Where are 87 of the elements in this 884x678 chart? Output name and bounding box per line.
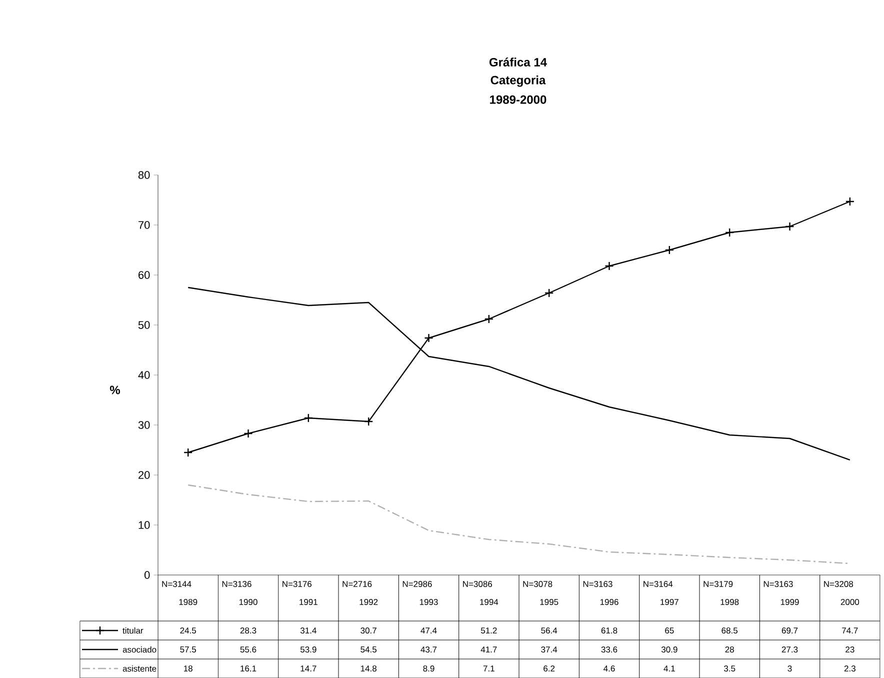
data-label: 2.3 xyxy=(844,665,856,672)
text: N=3144 xyxy=(162,580,192,587)
chart-title: Gráfica 14 xyxy=(489,57,547,66)
legend-label: titular xyxy=(122,627,144,634)
data-label: 14.8 xyxy=(360,665,376,672)
text: N=3164 xyxy=(644,580,673,587)
data-label: 3.5 xyxy=(724,665,736,672)
y-tick-label: 10 xyxy=(138,520,150,529)
point xyxy=(845,196,855,206)
point xyxy=(424,333,434,342)
data-label: 24.5 xyxy=(180,627,196,634)
data-label: 7.1 xyxy=(483,665,494,672)
text: N=3086 xyxy=(463,580,492,587)
data-label: 18 xyxy=(184,665,192,672)
x-tick-label: 1992 xyxy=(360,598,378,605)
data-label: 51.2 xyxy=(480,627,497,634)
point xyxy=(544,288,554,298)
point xyxy=(604,261,614,270)
x-tick-label: 1998 xyxy=(720,598,739,605)
data-label: 74.7 xyxy=(842,627,858,634)
x-tick-label: 2000 xyxy=(840,598,860,605)
chart-subtitle: Categoria 1989-2000 xyxy=(490,75,546,104)
x-tick-label: 1999 xyxy=(780,598,799,605)
x-tick-label: 1995 xyxy=(540,598,558,605)
text: N=3208 xyxy=(824,580,854,587)
y-tick-label: 0 xyxy=(144,570,150,579)
data-label: 43.7 xyxy=(420,646,437,652)
y-tick-label: 20 xyxy=(138,470,150,479)
y-axis-title: % xyxy=(110,386,120,394)
data-label: 47.4 xyxy=(420,627,437,634)
data-label: 61.8 xyxy=(601,627,618,634)
y-tick-label: 30 xyxy=(138,420,150,429)
x-tick-label: 1996 xyxy=(600,598,618,605)
y-tick-label: 70 xyxy=(138,220,150,229)
point xyxy=(724,228,734,237)
data-label: 69.7 xyxy=(782,627,798,634)
y-tick-label: 40 xyxy=(138,370,150,379)
text: N=3078 xyxy=(523,580,552,587)
data-label: 68.5 xyxy=(722,627,738,634)
text: N=2716 xyxy=(342,580,372,587)
data-label: 56.4 xyxy=(541,627,558,634)
data-label: 14.7 xyxy=(300,665,316,672)
data-label: 4.1 xyxy=(664,665,675,672)
y-tick-label: 50 xyxy=(138,320,150,329)
data-label: 23 xyxy=(846,646,854,652)
data-label: 8.9 xyxy=(423,665,434,672)
point xyxy=(304,413,314,422)
point xyxy=(244,428,253,438)
point xyxy=(183,448,193,457)
data-label: 16.1 xyxy=(240,665,256,672)
y-tick-label: 60 xyxy=(138,270,150,279)
x-tick-label: 1993 xyxy=(420,598,438,605)
data-label: 53.9 xyxy=(300,646,316,652)
x-tick-label: 1991 xyxy=(300,598,318,605)
text: N=3136 xyxy=(222,580,252,587)
data-label: 57.5 xyxy=(180,646,196,652)
x-tick-label: 1994 xyxy=(480,598,498,605)
y-tick-label: 80 xyxy=(138,170,150,179)
data-label: 4.6 xyxy=(604,665,615,672)
point xyxy=(785,222,794,231)
data-label: 41.7 xyxy=(480,646,497,652)
data-label: 27.3 xyxy=(782,646,798,652)
point xyxy=(664,245,674,254)
data-label: 3 xyxy=(788,665,792,672)
data-label: 30.7 xyxy=(360,627,376,634)
text: N=3176 xyxy=(282,580,312,587)
point xyxy=(484,314,494,324)
data-label: 30.9 xyxy=(661,646,678,652)
x-tick-label: 1989 xyxy=(179,598,198,605)
point xyxy=(364,416,374,426)
data-label: 65 xyxy=(665,627,674,634)
data-label: 28.3 xyxy=(240,627,256,634)
text: N=3179 xyxy=(704,580,733,587)
x-tick-label: 1997 xyxy=(660,598,678,605)
legend-label: asistente xyxy=(122,665,156,672)
data-label: 37.4 xyxy=(541,646,558,652)
data-label: 31.4 xyxy=(300,627,316,634)
text: N=3163 xyxy=(583,580,612,587)
data-label: 33.6 xyxy=(601,646,618,652)
data-label: 54.5 xyxy=(360,646,377,652)
text: N=2986 xyxy=(402,580,432,587)
legend-label: asociado xyxy=(122,646,156,652)
text: N=3163 xyxy=(764,580,793,587)
data-label: 55.6 xyxy=(240,646,256,652)
x-tick-label: 1990 xyxy=(239,598,258,605)
data-label: 6.2 xyxy=(544,665,555,672)
data-label: 28 xyxy=(725,646,734,652)
